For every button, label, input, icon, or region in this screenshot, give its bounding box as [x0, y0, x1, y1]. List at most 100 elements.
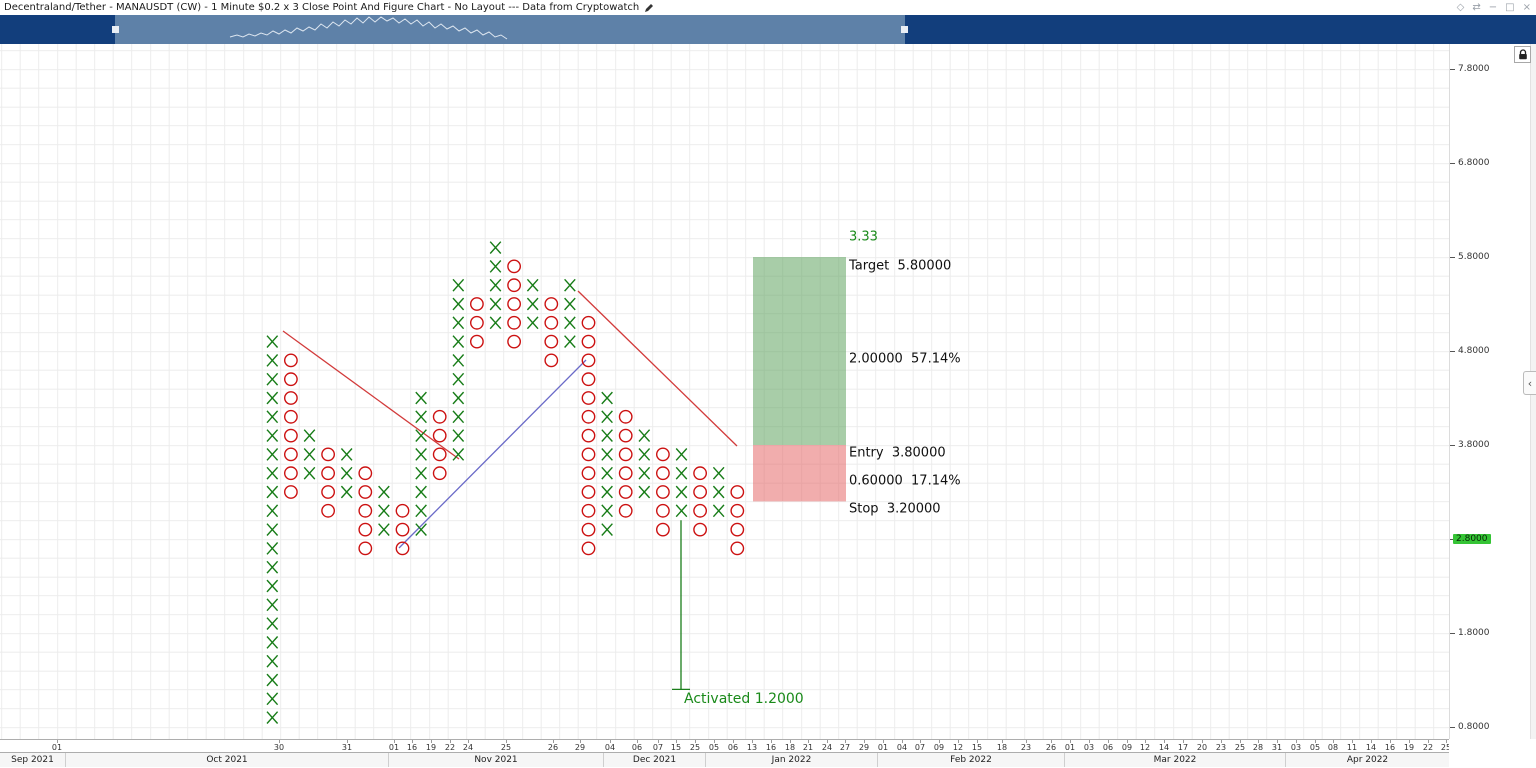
uptrend-line[interactable] [398, 359, 587, 549]
navigator-sparkline [229, 16, 508, 40]
date-label: 22 [444, 743, 456, 752]
date-tick [1409, 740, 1410, 743]
minimize-icon[interactable]: − [1488, 2, 1498, 13]
date-tick [790, 740, 791, 743]
price-label: 3.8000 [1458, 440, 1490, 450]
pnf-column-x [489, 241, 502, 330]
navigator-scrollbar[interactable] [0, 15, 1536, 44]
downtrend-line-1[interactable] [282, 330, 460, 460]
date-tick [658, 740, 659, 743]
month-label: Feb 2022 [950, 755, 992, 765]
diamond-icon[interactable]: ◇ [1456, 2, 1465, 13]
navigator-window[interactable] [115, 15, 905, 44]
pnf-column-o [321, 447, 335, 518]
date-tick [1258, 740, 1259, 743]
date-tick [1446, 740, 1447, 743]
date-tick [1390, 740, 1391, 743]
date-label: 26 [547, 743, 559, 752]
swap-icon[interactable]: ⇄ [1472, 2, 1481, 13]
date-tick [468, 740, 469, 743]
pnf-column-x [378, 485, 390, 536]
date-label: 19 [1403, 743, 1415, 752]
date-tick [939, 740, 940, 743]
date-tick [1371, 740, 1372, 743]
date-tick [1428, 740, 1429, 743]
date-label: 06 [631, 743, 643, 752]
date-label: 28 [1252, 743, 1264, 752]
price-label: 7.8000 [1458, 64, 1490, 74]
price-label: 1.8000 [1458, 628, 1490, 638]
date-tick [1202, 740, 1203, 743]
date-label: 01 [51, 743, 63, 752]
date-label: 12 [1139, 743, 1151, 752]
date-tick [1240, 740, 1241, 743]
navigator-handle-left[interactable] [112, 26, 119, 33]
date-label: 15 [670, 743, 682, 752]
panel-collapse-button[interactable]: ‹ [1523, 371, 1536, 395]
date-label: 01 [1064, 743, 1076, 752]
date-label: 14 [1365, 743, 1377, 752]
date-label: 05 [1309, 743, 1321, 752]
date-tick [752, 740, 753, 743]
price-label: 6.8000 [1458, 158, 1490, 168]
target-zone[interactable] [753, 257, 846, 445]
date-tick [1352, 740, 1353, 743]
date-tick [1315, 740, 1316, 743]
sparkline-path [229, 16, 508, 40]
date-tick [1051, 740, 1052, 743]
pnf-column-o [469, 297, 484, 349]
chart-plot-area[interactable] [0, 44, 1449, 739]
date-tick [808, 740, 809, 743]
date-tick [610, 740, 611, 743]
date-label: 07 [652, 743, 664, 752]
time-axis[interactable]: 01 30 31 01 16 19 22 24 25 26 29 04 06 07 15 25 05 06 13 16… [0, 739, 1449, 753]
price-axis[interactable]: 7.8000 6.8000 5.8000 4.8000 3.8000 2.8000 1.80… [1449, 44, 1531, 739]
pnf-chart-canvas[interactable] [0, 44, 1449, 739]
price-tick [1450, 539, 1455, 540]
price-tick [1450, 69, 1455, 70]
pnf-column-o [283, 353, 298, 499]
date-label: 31 [1271, 743, 1283, 752]
pnf-column-o [395, 503, 410, 556]
date-tick [1183, 740, 1184, 743]
pnf-column-x [415, 391, 427, 536]
pnf-column-o [507, 259, 521, 349]
date-tick [347, 740, 348, 743]
date-tick [1002, 740, 1003, 743]
date-tick [977, 740, 978, 743]
date-tick [827, 740, 828, 743]
date-label: 25 [1440, 743, 1449, 752]
price-label: 0.8000 [1458, 722, 1490, 732]
pnf-column-o [730, 485, 745, 556]
pnf-column-x [564, 278, 576, 348]
maximize-icon[interactable]: □ [1505, 2, 1515, 13]
date-label: 06 [727, 743, 739, 752]
month-label: Oct 2021 [206, 755, 248, 765]
date-label: 24 [821, 743, 833, 752]
pencil-icon[interactable] [644, 3, 654, 13]
downtrend-line-2[interactable] [577, 290, 738, 447]
pnf-column-o [358, 466, 373, 556]
price-label: 4.8000 [1458, 346, 1490, 356]
date-tick [1026, 740, 1027, 743]
lock-button[interactable] [1514, 46, 1531, 63]
month-label: Dec 2021 [632, 755, 677, 765]
date-tick [1164, 740, 1165, 743]
date-label: 31 [341, 743, 353, 752]
date-label: 03 [1083, 743, 1095, 752]
date-label: 26 [1045, 743, 1057, 752]
date-label: 09 [933, 743, 945, 752]
price-tick [1450, 445, 1455, 446]
date-label: 06 [1102, 743, 1114, 752]
date-label: 30 [273, 743, 285, 752]
pnf-column-x [675, 448, 688, 518]
date-label: 23 [1020, 743, 1032, 752]
price-tick [1450, 351, 1455, 352]
date-label: 13 [746, 743, 758, 752]
close-icon[interactable]: × [1522, 2, 1531, 13]
month-label: Nov 2021 [474, 755, 518, 765]
price-tick [1450, 257, 1455, 258]
stop-zone[interactable] [753, 445, 846, 502]
navigator-handle-right[interactable] [901, 26, 908, 33]
